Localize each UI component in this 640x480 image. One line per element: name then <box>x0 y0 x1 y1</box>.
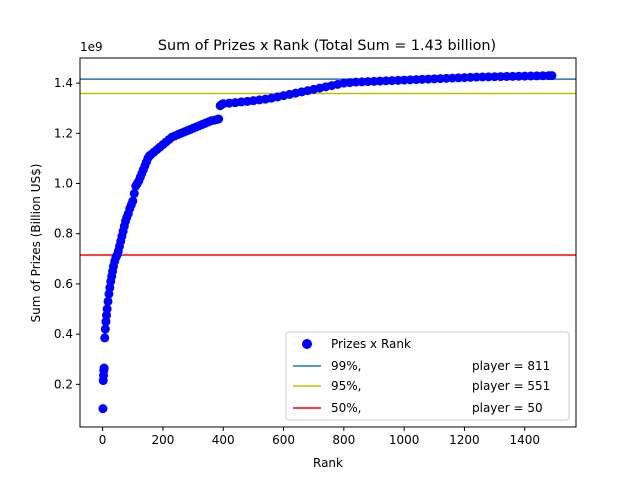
y-tick-label: 1.0 <box>54 177 73 191</box>
legend-label-50: 50%, <box>331 401 362 415</box>
data-point-66 <box>214 114 224 124</box>
data-point-0 <box>98 404 108 414</box>
data-point-5 <box>100 333 110 343</box>
data-point-31 <box>128 196 138 206</box>
x-tick-label: 600 <box>272 433 295 447</box>
reference-lines <box>80 78 576 256</box>
chart-title: Sum of Prizes x Rank (Total Sum = 1.43 b… <box>158 38 496 54</box>
y-tick-label: 1.4 <box>54 76 73 90</box>
x-tick-label: 200 <box>151 433 174 447</box>
data-point-9 <box>102 304 112 314</box>
data-point-4 <box>99 363 109 373</box>
x-tick-label: 1000 <box>389 433 420 447</box>
legend-label-99: 99%, <box>331 359 362 373</box>
y-tick-label: 0.6 <box>54 277 73 291</box>
legend-player-95: player = 551 <box>472 379 550 393</box>
legend-box <box>285 331 570 421</box>
data-point-32 <box>129 189 139 199</box>
data-point-6 <box>100 324 110 334</box>
legend-player-50: player = 50 <box>472 401 543 415</box>
legend: Prizes x Rank 99%, player = 811 95%, pla… <box>285 331 570 421</box>
legend-player-99: player = 811 <box>472 359 550 373</box>
legend-label-95: 95%, <box>331 379 362 393</box>
x-tick-label: 400 <box>212 433 235 447</box>
x-axis-ticks: 0 200 400 600 800 1000 1200 1400 <box>99 427 540 447</box>
legend-label-scatter: Prizes x Rank <box>331 337 411 351</box>
y-axis-label: Sum of Prizes (Billion US$) <box>29 164 43 323</box>
x-tick-label: 800 <box>332 433 355 447</box>
y-tick-label: 0.8 <box>54 227 73 241</box>
x-axis-label: Rank <box>313 456 343 470</box>
axes-frame <box>79 57 577 428</box>
data-point-10 <box>103 296 113 306</box>
data-point-124 <box>547 71 557 81</box>
y-axis-offset-label: 1e9 <box>80 40 103 54</box>
x-tick-label: 1400 <box>509 433 540 447</box>
x-tick-label: 1200 <box>449 433 480 447</box>
y-axis-ticks: 0.2 0.4 0.6 0.8 1.0 1.2 1.4 <box>54 76 80 391</box>
y-tick-label: 1.2 <box>54 126 73 140</box>
x-tick-label: 0 <box>99 433 107 447</box>
legend-marker-scatter <box>302 339 312 349</box>
y-tick-label: 0.2 <box>54 377 73 391</box>
y-tick-label: 0.4 <box>54 327 73 341</box>
scatter-points <box>98 71 557 414</box>
